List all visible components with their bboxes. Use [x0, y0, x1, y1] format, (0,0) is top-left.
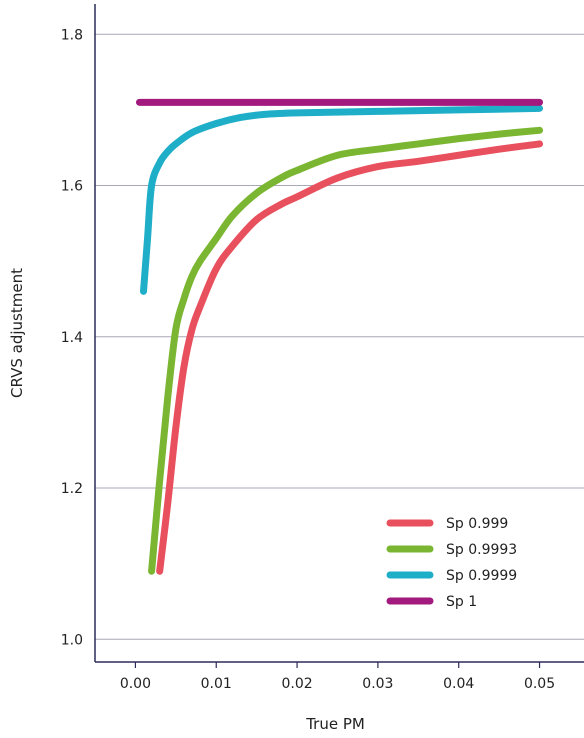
legend-label: Sp 0.999: [446, 516, 508, 532]
y-tick-label: 1.8: [61, 27, 83, 43]
x-tick-label: 0.01: [201, 676, 232, 692]
y-tick-label: 1.4: [61, 330, 83, 346]
x-axis-title: True PM: [305, 715, 365, 733]
x-tick-label: 0.04: [443, 676, 474, 692]
legend-label: Sp 1: [446, 594, 477, 610]
legend-label: Sp 0.9993: [446, 542, 517, 558]
x-tick-label: 0.00: [120, 676, 151, 692]
y-tick-label: 1.2: [61, 481, 83, 497]
x-axis-ticks: 0.00 0.01 0.02 0.03 0.04 0.05: [120, 662, 555, 692]
x-tick-label: 0.05: [524, 676, 555, 692]
series-line-sp-0-9993: [152, 130, 540, 571]
x-tick-label: 0.03: [362, 676, 393, 692]
series-line-sp-0-999: [160, 144, 540, 571]
legend: Sp 0.999 Sp 0.9993 Sp 0.9999 Sp 1: [390, 516, 517, 610]
y-tick-label: 1.6: [61, 179, 83, 195]
y-axis-title: CRVS adjustment: [8, 268, 26, 398]
legend-label: Sp 0.9999: [446, 568, 517, 584]
y-axis-ticks: 1.0 1.2 1.4 1.6 1.8: [61, 27, 83, 648]
y-tick-label: 1.0: [61, 632, 83, 648]
x-tick-label: 0.02: [281, 676, 312, 692]
